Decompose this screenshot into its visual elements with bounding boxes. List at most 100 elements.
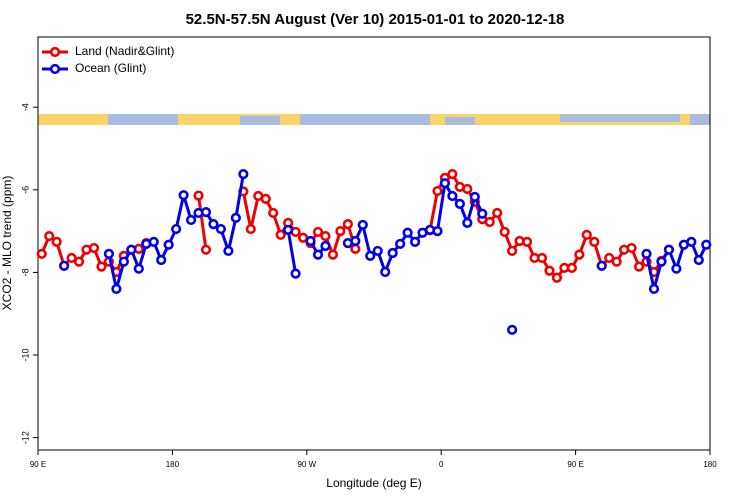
point	[439, 178, 451, 189]
x-tick-label: 180	[166, 460, 180, 469]
point	[462, 217, 473, 228]
point	[230, 212, 241, 223]
point	[589, 236, 600, 247]
point	[507, 324, 518, 335]
point	[402, 227, 413, 238]
point	[178, 190, 189, 201]
point	[275, 229, 286, 240]
point	[312, 226, 324, 238]
legend-label: Land (Nadir&Glint)	[75, 44, 174, 58]
series	[36, 169, 675, 283]
point	[51, 236, 62, 247]
point	[380, 266, 391, 278]
x-axis-label: Longitude (deg E)	[326, 476, 421, 490]
point	[432, 226, 443, 237]
point	[357, 219, 368, 231]
point	[693, 254, 704, 266]
point	[409, 236, 421, 247]
point	[596, 260, 607, 271]
x-tick-label: 90 E	[30, 460, 46, 469]
point	[656, 256, 667, 267]
point	[133, 263, 144, 274]
point	[447, 190, 458, 202]
point	[521, 236, 533, 247]
point	[611, 256, 622, 267]
point	[626, 242, 637, 254]
point	[126, 244, 137, 255]
point	[574, 249, 585, 260]
point	[118, 256, 129, 267]
point	[208, 218, 219, 230]
point	[148, 236, 159, 247]
legend: Land (Nadir&Glint) Ocean (Glint)	[42, 44, 174, 75]
point	[185, 214, 197, 226]
point	[372, 245, 383, 257]
point	[88, 242, 100, 254]
point	[238, 169, 249, 180]
y-tick-label: -6	[20, 186, 30, 194]
point	[462, 183, 473, 195]
point	[320, 230, 331, 242]
point	[283, 224, 294, 235]
legend-marker	[49, 46, 61, 58]
point	[73, 256, 85, 267]
point	[566, 262, 577, 273]
map-strip	[38, 114, 710, 125]
point	[641, 248, 652, 259]
series	[59, 169, 712, 335]
point	[499, 226, 510, 238]
point	[581, 229, 592, 240]
point	[686, 236, 697, 247]
point	[171, 223, 182, 235]
point	[245, 223, 256, 235]
point	[312, 249, 324, 260]
point	[96, 261, 107, 272]
point	[387, 247, 398, 259]
point	[544, 265, 555, 276]
point	[432, 185, 443, 197]
point	[507, 245, 518, 257]
point	[633, 261, 645, 272]
y-tick-label: -10	[20, 349, 30, 362]
point	[350, 235, 361, 247]
point	[663, 244, 675, 255]
point	[477, 208, 488, 219]
point	[327, 249, 339, 260]
point	[156, 254, 167, 266]
point	[44, 230, 55, 242]
point	[163, 239, 174, 250]
point	[536, 252, 548, 264]
point	[395, 238, 406, 250]
point	[111, 283, 122, 295]
point	[671, 263, 682, 274]
y-tick-label: -12	[20, 431, 30, 444]
legend-marker	[49, 63, 61, 75]
point	[469, 191, 480, 202]
point	[103, 248, 115, 259]
point	[484, 216, 495, 228]
x-tick-label: 90 W	[297, 460, 316, 469]
point	[365, 250, 376, 261]
chart-title: 52.5N-57.5N August (Ver 10) 2015-01-01 t…	[186, 11, 565, 28]
point	[66, 252, 77, 264]
point	[447, 169, 458, 180]
point	[335, 226, 346, 237]
point	[36, 248, 47, 259]
point	[551, 272, 563, 283]
point	[223, 245, 234, 257]
x-tick-label: 0	[439, 460, 444, 469]
point	[268, 207, 279, 219]
point	[215, 223, 227, 235]
y-tick-label: -4	[20, 103, 30, 111]
point	[342, 218, 353, 230]
point	[260, 193, 271, 204]
point	[305, 235, 316, 247]
point	[350, 243, 361, 254]
point	[454, 198, 465, 209]
point	[701, 239, 712, 250]
y-tick-label: -8	[20, 268, 30, 276]
point	[200, 244, 212, 255]
point	[200, 207, 212, 218]
